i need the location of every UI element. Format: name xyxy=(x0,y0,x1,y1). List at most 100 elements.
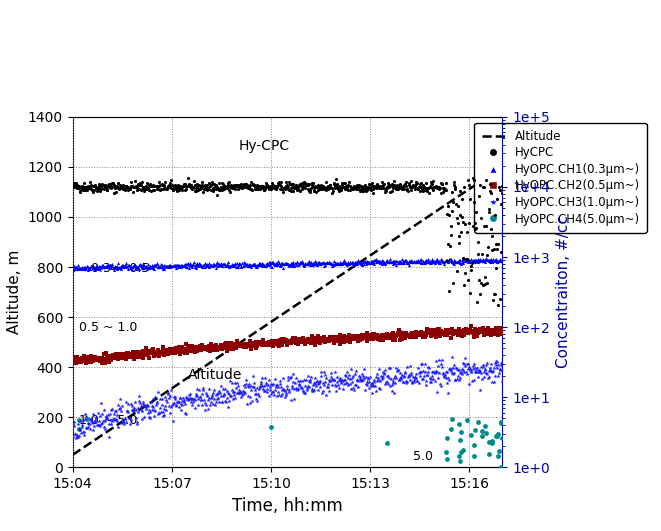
Point xyxy=(360,258,371,267)
Point xyxy=(180,186,190,194)
Point xyxy=(490,289,500,298)
Point xyxy=(311,260,321,268)
Point xyxy=(464,219,475,227)
Point xyxy=(483,324,493,332)
Point xyxy=(312,336,323,345)
Point xyxy=(163,349,173,358)
Point xyxy=(202,260,212,269)
Point xyxy=(485,366,495,375)
Point xyxy=(346,334,356,342)
Point xyxy=(196,261,206,269)
Point xyxy=(99,263,110,271)
Point xyxy=(307,179,317,187)
Point xyxy=(77,185,88,193)
Point xyxy=(108,263,118,272)
Point xyxy=(465,194,476,203)
Point xyxy=(290,373,301,382)
Point xyxy=(432,184,442,193)
Point xyxy=(397,257,408,266)
Point xyxy=(400,329,410,338)
Point xyxy=(134,264,145,273)
Point xyxy=(210,182,220,190)
Point xyxy=(277,335,288,344)
Point xyxy=(145,261,155,270)
Point xyxy=(115,350,126,359)
Point xyxy=(241,261,252,270)
Point xyxy=(474,275,485,284)
Point xyxy=(247,372,258,380)
Point xyxy=(294,185,305,194)
Point xyxy=(280,259,290,268)
Point xyxy=(354,258,365,267)
Point xyxy=(455,255,465,264)
Point xyxy=(405,331,416,340)
Point xyxy=(267,183,278,191)
Point xyxy=(73,263,84,272)
Point xyxy=(173,343,184,352)
Point xyxy=(215,186,225,195)
Point xyxy=(480,328,490,336)
Point xyxy=(313,259,324,268)
Point xyxy=(209,395,219,404)
Point xyxy=(102,260,112,269)
Point xyxy=(249,342,260,350)
Point xyxy=(136,353,146,361)
Point xyxy=(440,257,450,266)
Point xyxy=(444,287,454,296)
Point xyxy=(442,331,453,339)
Point xyxy=(95,357,105,365)
Point xyxy=(191,184,202,192)
Point xyxy=(290,259,301,267)
Point xyxy=(369,378,379,387)
Point xyxy=(229,184,239,193)
Point xyxy=(375,336,386,344)
Point xyxy=(231,383,241,392)
Point xyxy=(132,183,142,191)
Point xyxy=(410,182,420,190)
Point xyxy=(366,331,376,339)
Point xyxy=(78,186,89,194)
Point xyxy=(136,177,147,186)
Point xyxy=(276,337,286,346)
Point xyxy=(135,398,145,407)
Point xyxy=(153,409,163,418)
Point xyxy=(320,335,330,343)
Point xyxy=(329,257,340,266)
Point xyxy=(89,265,100,273)
Point xyxy=(282,382,292,391)
Point xyxy=(493,430,504,438)
Point xyxy=(118,181,128,189)
Point xyxy=(361,260,371,268)
Point xyxy=(485,364,496,372)
Point xyxy=(418,257,428,266)
Point xyxy=(309,336,319,344)
Point xyxy=(397,371,407,379)
Point xyxy=(122,263,132,271)
Point xyxy=(90,263,100,272)
Point xyxy=(171,183,181,191)
Point xyxy=(446,353,457,362)
Point xyxy=(134,181,144,189)
Point xyxy=(216,344,227,352)
Point xyxy=(445,328,455,337)
Point xyxy=(479,329,490,337)
Point xyxy=(293,260,303,269)
Point xyxy=(251,395,261,403)
Point xyxy=(83,422,93,431)
Point xyxy=(110,263,121,272)
Point xyxy=(122,400,133,408)
Point xyxy=(235,340,246,348)
Point xyxy=(368,185,379,193)
Point xyxy=(212,259,223,268)
Point xyxy=(295,384,306,392)
Point xyxy=(245,260,256,269)
Point xyxy=(375,184,385,192)
Point xyxy=(280,336,291,344)
Point xyxy=(149,261,159,270)
Point xyxy=(303,338,313,346)
Point xyxy=(466,266,477,275)
Point xyxy=(200,406,210,414)
Point xyxy=(482,326,492,334)
Point xyxy=(439,328,449,336)
Point xyxy=(205,182,215,190)
